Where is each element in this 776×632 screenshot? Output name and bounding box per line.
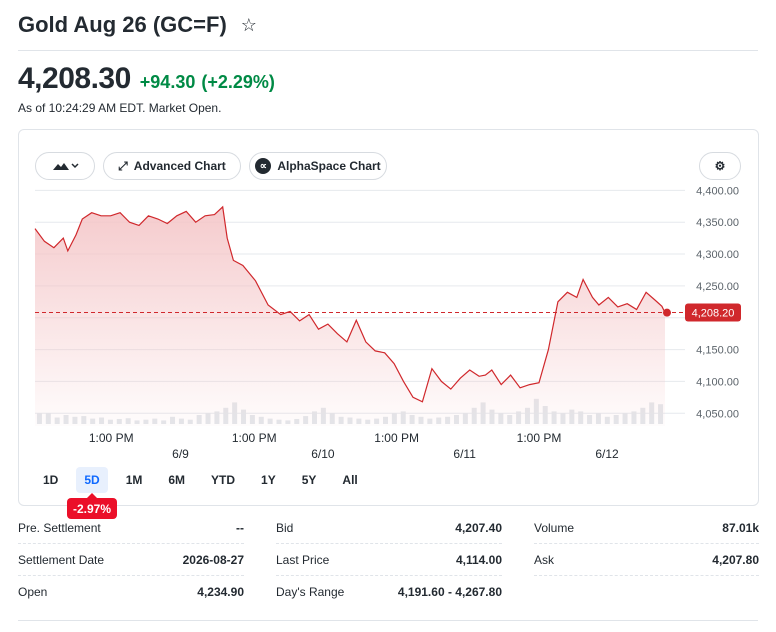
y-tick-label: 4,250.00 bbox=[696, 281, 739, 293]
stat-open: Open 4,234.90 bbox=[18, 576, 244, 608]
stat-label: Volume bbox=[534, 520, 575, 535]
x-time-label: 1:00 PM bbox=[374, 431, 419, 445]
market-status: As of 10:24:29 AM EDT. Market Open. bbox=[18, 101, 222, 115]
range-change-badge: -2.97% bbox=[67, 493, 117, 519]
x-time-label: 1:00 PM bbox=[232, 431, 277, 445]
star-icon[interactable]: ☆ bbox=[240, 14, 257, 35]
stat-label: Open bbox=[18, 585, 48, 599]
price-tag-label: 4,208.20 bbox=[692, 308, 735, 320]
price-area bbox=[35, 206, 665, 426]
stat-value: -- bbox=[236, 520, 244, 535]
settings-button[interactable]: ⚙ bbox=[699, 152, 741, 180]
stat-label: Day's Range bbox=[276, 585, 345, 599]
y-tick-label: 4,350.00 bbox=[696, 217, 739, 229]
stat-ask: Ask 4,207.80 bbox=[534, 544, 759, 576]
y-tick-label: 4,050.00 bbox=[696, 408, 739, 420]
x-date-label: 6/11 bbox=[453, 447, 476, 460]
current-price: 4,208.30 bbox=[18, 62, 131, 95]
divider bbox=[18, 50, 758, 51]
stat-label: Pre. Settlement bbox=[18, 520, 101, 535]
stat-label: Settlement Date bbox=[18, 552, 105, 567]
expand-icon: ⤢ bbox=[118, 158, 128, 173]
price-change: +94.30 bbox=[139, 72, 196, 92]
range-tabs: 1D 5D 1M 6M YTD 1Y 5Y All bbox=[35, 467, 376, 493]
page-title: Gold Aug 26 (GC=F) bbox=[18, 12, 227, 37]
stat-label: Bid bbox=[276, 520, 294, 535]
range-tab-1y[interactable]: 1Y bbox=[261, 473, 276, 487]
range-tab-6m[interactable]: 6M bbox=[168, 473, 186, 487]
range-tab-ytd[interactable]: YTD bbox=[211, 473, 236, 487]
price-line bbox=[34, 205, 666, 403]
last-price-dot bbox=[663, 308, 671, 317]
y-tick-label: 4,300.00 bbox=[696, 249, 739, 261]
mountain-chart-icon bbox=[53, 163, 79, 170]
range-tab-1m[interactable]: 1M bbox=[125, 473, 143, 487]
range-tab-5d[interactable]: 5D bbox=[76, 467, 108, 493]
y-axis-labels: 4,400.00 4,350.00 4,300.00 4,250.00 4,150.00… bbox=[696, 185, 739, 420]
stat-value: 4,207.40 bbox=[455, 520, 502, 535]
chart-type-button[interactable] bbox=[35, 152, 95, 180]
stat-label: Ask bbox=[534, 552, 555, 567]
y-tick-label: 4,100.00 bbox=[696, 376, 739, 388]
stat-pre-settlement: Pre. Settlement -- bbox=[18, 512, 244, 544]
divider bbox=[18, 620, 758, 621]
stat-bid: Bid 4,207.40 bbox=[276, 512, 502, 544]
x-time-label: 1:00 PM bbox=[517, 431, 562, 445]
current-price-tag: 4,208.20 bbox=[685, 303, 741, 322]
advanced-chart-label: Advanced Chart bbox=[133, 159, 226, 173]
advanced-chart-button[interactable]: ⤢ Advanced Chart bbox=[103, 152, 241, 180]
alphaspace-chart-button[interactable]: ∝ AlphaSpace Chart bbox=[249, 152, 387, 180]
stat-days-range: Day's Range 4,191.60 - 4,267.80 bbox=[276, 576, 502, 608]
x-date-label: 6/12 bbox=[595, 447, 619, 460]
stat-volume: Volume 87.01k bbox=[534, 512, 759, 544]
stat-value: 4,114.00 bbox=[455, 552, 502, 567]
stat-settlement-date: Settlement Date 2026-08-27 bbox=[18, 544, 244, 576]
header: Gold Aug 26 (GC=F) ☆ bbox=[18, 10, 257, 40]
quote-header: 4,208.30 +94.30 (+2.29%) bbox=[18, 62, 275, 96]
range-tab-all[interactable]: All bbox=[342, 473, 358, 487]
price-change-percent: (+2.29%) bbox=[201, 72, 275, 92]
x-time-label: 1:00 PM bbox=[89, 431, 134, 445]
x-date-label: 6/9 bbox=[172, 447, 189, 460]
y-tick-label: 4,400.00 bbox=[696, 185, 739, 197]
x-date-label: 6/10 bbox=[311, 447, 335, 460]
stat-value: 2026-08-27 bbox=[182, 552, 244, 567]
stat-value: 4,207.80 bbox=[712, 552, 759, 567]
x-axis-labels: 1:00 PM 1:00 PM 1:00 PM 1:00 PM 6/9 6/10 6/11 6… bbox=[89, 431, 619, 460]
range-tab-5y[interactable]: 5Y bbox=[301, 473, 317, 487]
stat-label: Last Price bbox=[276, 552, 330, 567]
stat-value: 87.01k bbox=[722, 520, 759, 535]
chart-card: ⤢ Advanced Chart ∝ AlphaSpace Chart ⚙ 4,… bbox=[18, 129, 759, 506]
range-tab-1d[interactable]: 1D bbox=[43, 473, 59, 487]
price-chart[interactable]: 4,400.00 4,350.00 4,300.00 4,250.00 4,150.00… bbox=[19, 130, 760, 460]
alphaspace-chart-label: AlphaSpace Chart bbox=[277, 159, 381, 173]
y-tick-label: 4,150.00 bbox=[696, 345, 739, 357]
stat-last-price: Last Price 4,114.00 bbox=[276, 544, 502, 576]
stat-value: 4,191.60 - 4,267.80 bbox=[397, 585, 502, 599]
price-tag-background bbox=[685, 303, 741, 322]
gear-icon: ⚙ bbox=[714, 159, 726, 173]
alphaspace-icon: ∝ bbox=[255, 158, 272, 174]
stat-value: 4,234.90 bbox=[197, 585, 244, 599]
